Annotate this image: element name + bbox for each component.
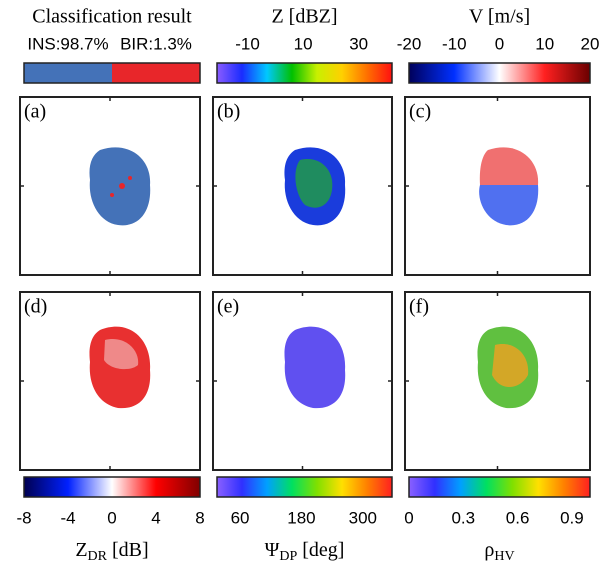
- panel-label: (a): [24, 101, 46, 123]
- colorbar: [409, 63, 590, 83]
- panel-label: (c): [409, 101, 431, 123]
- colorbar-frame: [216, 476, 393, 498]
- title-subscript: DR: [88, 549, 108, 564]
- tick-label: 0: [404, 508, 413, 527]
- tick-label: 0: [495, 34, 504, 53]
- class-swatch: [24, 63, 112, 83]
- tick-label: -20: [397, 34, 422, 53]
- colorbar-frame: [216, 62, 393, 84]
- title-unit: [dB]: [107, 539, 149, 561]
- title-symbol: Z: [75, 539, 87, 561]
- title-subscript: DP: [279, 549, 297, 564]
- class-label: BIR:1.3%: [120, 34, 192, 53]
- colorbar-title: Classification result: [32, 6, 192, 28]
- tick-label: 10: [294, 34, 313, 53]
- title-unit: [deg]: [297, 539, 344, 561]
- tick-label: 30: [349, 34, 368, 53]
- colorbar-title: V [m/s]: [469, 6, 530, 28]
- title-subscript: HV: [494, 549, 514, 564]
- class-label: INS:98.7%: [27, 34, 108, 53]
- panel-label: (e): [217, 296, 239, 318]
- tick-label: 4: [151, 508, 160, 527]
- tick-label: 0: [107, 508, 116, 527]
- panel-label: (f): [409, 296, 429, 318]
- tick-label: 10: [535, 34, 554, 53]
- colorbar-frame: [23, 62, 201, 84]
- panel-label: (b): [217, 101, 240, 123]
- colorbar-title: Z [dBZ]: [271, 6, 337, 28]
- blob-c: [479, 147, 539, 185]
- tick-label: -4: [60, 508, 75, 527]
- title-symbol: Ψ: [265, 539, 280, 561]
- colorbar: [217, 63, 392, 83]
- colorbar-frame: [23, 476, 201, 498]
- colorbar: [217, 477, 392, 497]
- tick-label: 20: [581, 34, 600, 53]
- colorbar-title: ρHV: [484, 539, 514, 565]
- colorbar-title: ΨDP [deg]: [265, 539, 345, 565]
- tick-label: 0.9: [560, 508, 584, 527]
- tick-label: 300: [349, 508, 377, 527]
- colorbar-title: ZDR [dB]: [75, 539, 148, 565]
- tick-label: 0.3: [451, 508, 475, 527]
- tick-label: -10: [442, 34, 467, 53]
- blobs: [89, 147, 539, 409]
- tick-label: -8: [16, 508, 31, 527]
- tick-label: 8: [195, 508, 204, 527]
- class-swatch: [112, 63, 200, 83]
- colorbar: [409, 477, 590, 497]
- title-symbol: ρ: [484, 539, 494, 561]
- tick-label: 60: [231, 508, 250, 527]
- blob-e: [284, 326, 346, 409]
- colorbar-frame: [408, 62, 591, 84]
- tick-label: 180: [287, 508, 315, 527]
- tick-label: -10: [235, 34, 260, 53]
- colorbar-frame: [408, 476, 591, 498]
- panel-label: (d): [24, 296, 47, 318]
- tick-label: 0.6: [506, 508, 530, 527]
- colorbar: [24, 477, 200, 497]
